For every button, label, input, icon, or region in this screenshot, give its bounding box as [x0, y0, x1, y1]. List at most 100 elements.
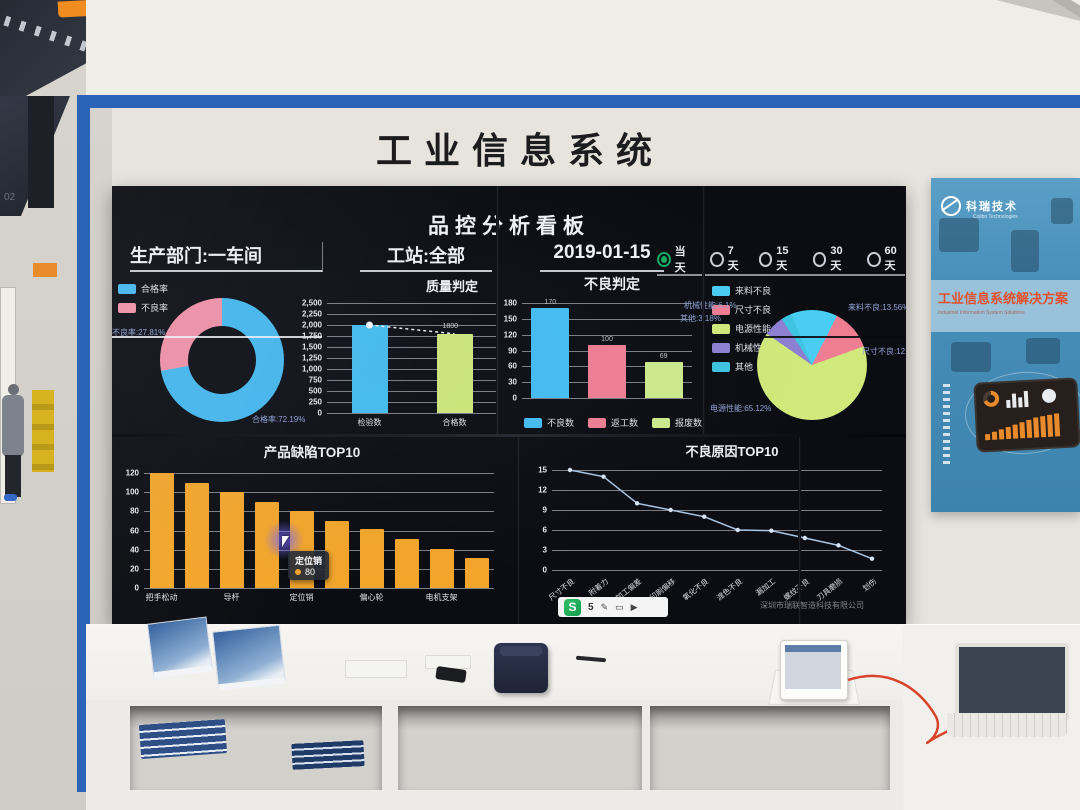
data-point[interactable]: [668, 507, 673, 513]
legend-swatch: [712, 361, 730, 372]
y-tick-label: 9: [542, 505, 547, 515]
y-tick-label: 60: [508, 361, 517, 371]
data-point[interactable]: [567, 467, 573, 473]
legend-item[interactable]: 尺寸不良: [712, 303, 771, 316]
grid-line: [522, 303, 692, 304]
data-point[interactable]: [735, 527, 740, 533]
bar[interactable]: [436, 333, 473, 413]
tablet-screen[interactable]: [785, 645, 841, 689]
bar[interactable]: [429, 548, 454, 588]
data-point[interactable]: [836, 543, 841, 548]
annotation-toolbar[interactable]: S 5 ✎ ▭ ▶: [558, 597, 668, 617]
y-tick-label: 250: [308, 397, 322, 407]
period-radio-7天[interactable]: 7天: [710, 245, 743, 273]
filter-date[interactable]: 2019-01-15: [540, 242, 664, 272]
bar[interactable]: [644, 361, 683, 398]
laptop-keyboard[interactable]: [947, 713, 1067, 737]
period-radio-60天[interactable]: 60天: [866, 245, 905, 273]
y-tick-label: 180: [503, 298, 517, 308]
data-point[interactable]: [802, 535, 808, 541]
legend-item[interactable]: 返工数: [588, 416, 638, 429]
machinery-shape: [1026, 338, 1060, 364]
x-tick-label: 导杆: [223, 593, 240, 602]
banner-subtitle: Industrial Information System Solutions: [938, 310, 1025, 316]
legend-item[interactable]: 机械性能: [712, 341, 771, 354]
laptop-screen[interactable]: [955, 643, 1069, 721]
grid-overlay-line-dark: [712, 336, 906, 338]
bar[interactable]: [464, 558, 489, 588]
bar[interactable]: [531, 308, 570, 398]
wall-title: 工业信息系统: [375, 130, 664, 171]
y-tick-label: 0: [542, 565, 547, 575]
legend-label: 合格率: [141, 284, 169, 294]
bar[interactable]: [184, 482, 209, 588]
period-radio-15天[interactable]: 15天: [758, 245, 797, 273]
product-top10-chart: 120 100 80 60 40 20 0 把手松动 导杆 定位销 偏心轮 电机支架: [126, 469, 494, 602]
grid-line: [327, 303, 497, 304]
legend-item[interactable]: 电源性能: [712, 322, 771, 335]
y-tick-label: 750: [308, 375, 322, 385]
y-tick-label: 12: [538, 485, 547, 495]
data-point[interactable]: [769, 528, 774, 533]
data-point[interactable]: [702, 514, 707, 519]
pen-icon[interactable]: ✎: [600, 601, 609, 612]
pie-annotation-power: 电源性能:65.12%: [710, 404, 772, 413]
y-tick-label: 0: [317, 408, 322, 418]
legend-item[interactable]: 不良数: [524, 416, 574, 429]
filter-station[interactable]: 工站:全部: [360, 242, 492, 272]
banner-title: 工业信息系统解决方案: [938, 291, 1069, 306]
period-radio-30天[interactable]: 30天: [812, 245, 851, 273]
grid-line: [522, 334, 692, 336]
y-tick-label: 1,250: [301, 353, 322, 363]
pass-rate-annotation: 合格率:72.19%: [252, 415, 306, 424]
bar[interactable]: [351, 325, 388, 413]
y-tick-label: 60: [130, 526, 139, 535]
bar[interactable]: [359, 528, 384, 588]
radio-icon: [710, 251, 724, 267]
x-tick-label: 偏心轮: [359, 593, 384, 602]
orange-wall-accent: [33, 263, 57, 277]
grid-line: [552, 530, 882, 531]
data-point[interactable]: [601, 474, 606, 479]
y-tick-label: 40: [130, 545, 139, 555]
grid-line: [144, 549, 494, 551]
machinery-shape: [939, 218, 979, 252]
grid-line: [327, 347, 497, 348]
machinery-shape: [1011, 230, 1039, 272]
legend-swatch: [712, 285, 730, 296]
period-radio-当天[interactable]: 当天: [657, 243, 694, 275]
tooltip-series-dot: [295, 569, 301, 575]
legend-swatch: [588, 417, 607, 428]
legend-item[interactable]: 其他: [712, 360, 771, 373]
screen-bezel: [702, 186, 705, 436]
y-tick-label: 1,000: [301, 364, 322, 374]
filter-department[interactable]: 生产部门:一车间: [130, 242, 323, 272]
legend-item[interactable]: 报废数: [652, 416, 702, 429]
bar[interactable]: [588, 345, 626, 398]
brochure-stand: [146, 616, 214, 679]
bar[interactable]: [394, 539, 419, 588]
toolbar-logo-icon[interactable]: S: [564, 598, 581, 616]
shape-icon[interactable]: ▭: [615, 601, 624, 612]
bar[interactable]: [149, 473, 174, 588]
y-tick-label: 2,500: [301, 298, 322, 308]
legend-label: 其他: [735, 362, 754, 372]
legend-item[interactable]: 不良率: [118, 301, 168, 314]
data-point[interactable]: [869, 556, 875, 561]
y-tick-label: 0: [134, 583, 139, 593]
bar[interactable]: [219, 492, 244, 588]
grid-line: [522, 398, 692, 399]
tablet-screen-header: [785, 645, 841, 652]
grid-line: [552, 470, 882, 471]
mini-dashboard-graphic: [973, 377, 1080, 453]
banner-logo-text: 科瑞技术: [966, 201, 1018, 213]
legend-item[interactable]: 来料不良: [712, 284, 771, 297]
legend-item[interactable]: 合格率: [118, 282, 168, 295]
pointer-icon[interactable]: ▶: [630, 601, 638, 612]
side-banner: 科瑞技术 Colibri Technologies 工业信息系统解决方案 Ind…: [931, 178, 1080, 512]
legend-swatch: [652, 417, 671, 428]
x-tick-label: 把手松动: [145, 593, 178, 602]
grid-line: [327, 325, 497, 326]
connector-value-label: 1800: [442, 322, 459, 330]
data-point[interactable]: [634, 501, 640, 506]
